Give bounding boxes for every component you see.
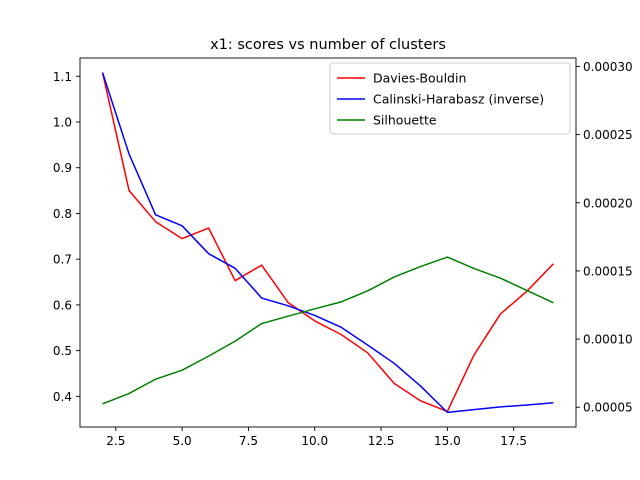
- y-tick-label: 0.5: [53, 344, 72, 358]
- y2-tick-label: 0.00010: [583, 333, 633, 347]
- series-line-calinski-harabasz-inverse: [101, 72, 554, 414]
- plot-frame: [79, 57, 577, 428]
- y2-tick-label: 0.00005: [583, 401, 633, 415]
- y2-tick-label: 0.00030: [583, 60, 633, 74]
- legend-entry-label: Davies-Bouldin: [373, 71, 466, 86]
- y-tick-label: 0.6: [53, 298, 72, 312]
- legend-entry-label: Calinski-Harabasz (inverse): [373, 92, 544, 107]
- y2-tick-label: 0.00015: [583, 264, 633, 278]
- y-tick-label: 0.7: [53, 253, 72, 267]
- series-line-silhouette: [102, 256, 554, 405]
- series-line-davies-bouldin: [101, 72, 554, 413]
- legend-entry-label: Silhouette: [373, 113, 437, 128]
- y-tick-label: 1.0: [53, 116, 72, 130]
- y2-tick-label: 0.00025: [583, 128, 633, 142]
- y-tick-label: 0.9: [53, 161, 72, 175]
- y-tick-label: 0.4: [53, 390, 72, 404]
- x-tick-label: 17.5: [500, 434, 527, 448]
- x-tick-label: 10.0: [301, 434, 328, 448]
- y-tick-label: 1.1: [53, 70, 72, 84]
- plot-area: 2.5 5.0 7.5 10.0 12.5 15.0 17.5 0.4 0.5 0.6 0.7 0.8…: [53, 57, 633, 448]
- chart-title: x1: scores vs number of clusters: [210, 37, 446, 53]
- x-tick-label: 5.0: [173, 434, 192, 448]
- x-tick-label: 15.0: [434, 434, 461, 448]
- x-tick-label: 12.5: [368, 434, 395, 448]
- legend-box: [329, 62, 571, 135]
- x-tick-label: 7.5: [239, 434, 258, 448]
- y-tick-label: 0.8: [53, 207, 72, 221]
- x-tick-label: 2.5: [106, 434, 125, 448]
- y2-tick-label: 0.00020: [583, 196, 633, 210]
